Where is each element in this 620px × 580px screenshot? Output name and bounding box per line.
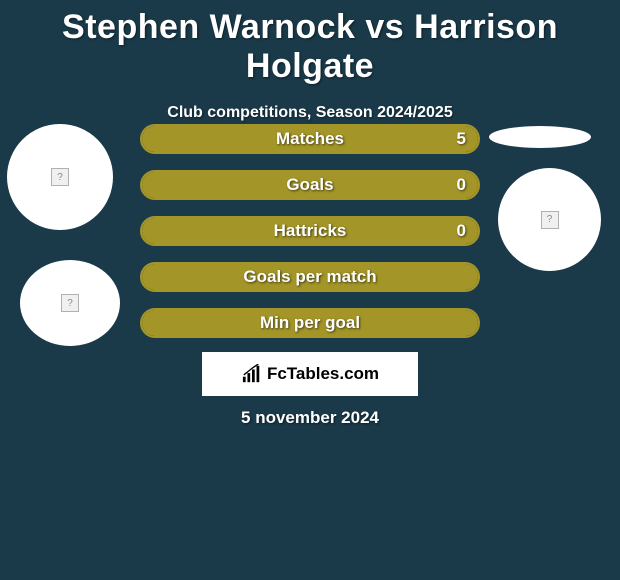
stat-value: 0 [457,218,466,244]
missing-image-icon: ? [541,211,559,229]
stat-label: Goals [142,172,478,198]
stat-bar: Goals0 [140,170,480,200]
stat-bar: Matches5 [140,124,480,154]
stat-bar: Min per goal [140,308,480,338]
stat-label: Matches [142,126,478,152]
stat-value: 5 [457,126,466,152]
page-title: Stephen Warnock vs Harrison Holgate [0,0,620,86]
avatar-circle: ? [20,260,120,346]
chart-icon [241,364,263,384]
avatar-circle: ? [7,124,113,230]
stat-label: Hattricks [142,218,478,244]
avatar-circle: ? [498,168,601,271]
ellipse-shape [489,126,591,148]
branding-text: FcTables.com [267,364,379,384]
stat-label: Goals per match [142,264,478,290]
stat-bar: Goals per match [140,262,480,292]
stats-container: Matches5Goals0Hattricks0Goals per matchM… [140,124,480,354]
stat-value: 0 [457,172,466,198]
stat-bar: Hattricks0 [140,216,480,246]
missing-image-icon: ? [51,168,69,186]
missing-image-icon: ? [61,294,79,312]
subtitle: Club competitions, Season 2024/2025 [0,104,620,122]
date-text: 5 november 2024 [0,408,620,428]
stat-label: Min per goal [142,310,478,336]
branding-box: FcTables.com [202,352,418,396]
